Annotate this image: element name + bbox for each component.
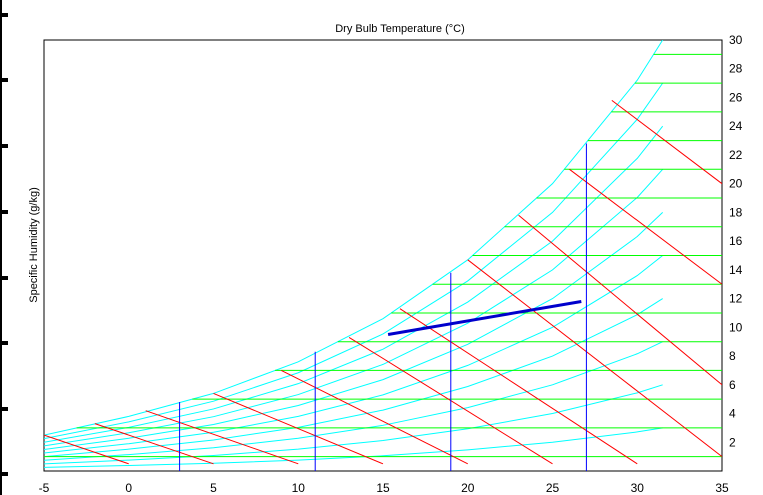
y-tick-label: 8 <box>729 349 736 363</box>
left-edge-bar <box>0 0 2 495</box>
wet-bulb-line-2 <box>145 410 299 465</box>
process-line <box>387 299 582 336</box>
y-tick-label: 14 <box>729 263 743 277</box>
left-edge-tick <box>0 210 8 214</box>
wet-bulb-line-4 <box>281 369 468 465</box>
y-tick-label: 10 <box>729 320 743 334</box>
chart-title: Dry Bulb Temperature (°C) <box>335 23 465 35</box>
rh-curve-20 <box>44 384 663 465</box>
x-tick-labels: -5 0 5 10 15 20 25 30 35 <box>39 481 729 495</box>
rh-curve-30 <box>44 341 663 461</box>
y-tick-label: 2 <box>729 435 736 449</box>
x-tick-label: 20 <box>461 481 475 495</box>
x-tick-label: 5 <box>210 481 217 495</box>
left-edge-tick <box>0 78 8 82</box>
wet-bulb-line-7 <box>467 259 722 458</box>
rh-curve-40 <box>44 298 663 458</box>
left-edge-tick <box>0 407 8 411</box>
wet-bulb-line-0 <box>44 434 129 465</box>
wet-bulb-line-1 <box>94 423 214 465</box>
wet-bulb-line-9 <box>569 168 722 285</box>
wet-bulb-line-10 <box>611 99 722 185</box>
rh-curve-60 <box>44 212 664 450</box>
y-tick-label: 12 <box>729 292 743 306</box>
y-tick-label: 20 <box>729 177 743 191</box>
y-tick-label: 22 <box>729 148 743 162</box>
specific-humidity-lines <box>44 53 722 458</box>
left-edge-ticks <box>0 0 8 495</box>
process-line-group <box>387 299 582 336</box>
y-tick-label: 26 <box>729 90 743 104</box>
x-tick-label: -5 <box>39 481 50 495</box>
left-edge-tick <box>0 341 8 345</box>
y-tick-label: 30 <box>729 33 743 47</box>
rh-curve-10 <box>44 427 663 468</box>
x-tick-label: 25 <box>546 481 560 495</box>
x-tick-label: 10 <box>292 481 306 495</box>
left-edge-tick <box>0 13 8 17</box>
wet-bulb-lines <box>44 99 722 465</box>
y-axis-label: Specific Humidity (g/kg) <box>28 187 40 303</box>
wet-bulb-line-3 <box>213 392 384 465</box>
y-tick-label: 28 <box>729 62 743 76</box>
x-tick-label: 0 <box>125 481 132 495</box>
left-edge-tick <box>0 472 8 476</box>
x-tick-label: 30 <box>631 481 645 495</box>
y-tick-label: 16 <box>729 234 743 248</box>
y-tick-label: 4 <box>729 407 736 421</box>
x-tick-label: 15 <box>376 481 390 495</box>
dry-bulb-lines <box>179 143 587 471</box>
rh-curve-50 <box>44 255 663 454</box>
left-edge-tick <box>0 276 8 280</box>
wet-bulb-line-6 <box>399 308 638 465</box>
y-tick-label: 6 <box>729 378 736 392</box>
left-edge-tick <box>0 144 8 148</box>
wet-bulb-line-8 <box>518 214 722 386</box>
x-tick-label: 35 <box>715 481 729 495</box>
rh-curve-80 <box>44 125 664 443</box>
y-tick-label: 24 <box>729 119 743 133</box>
rh-curve-100 <box>44 40 664 436</box>
y-tick-label: 18 <box>729 205 743 219</box>
